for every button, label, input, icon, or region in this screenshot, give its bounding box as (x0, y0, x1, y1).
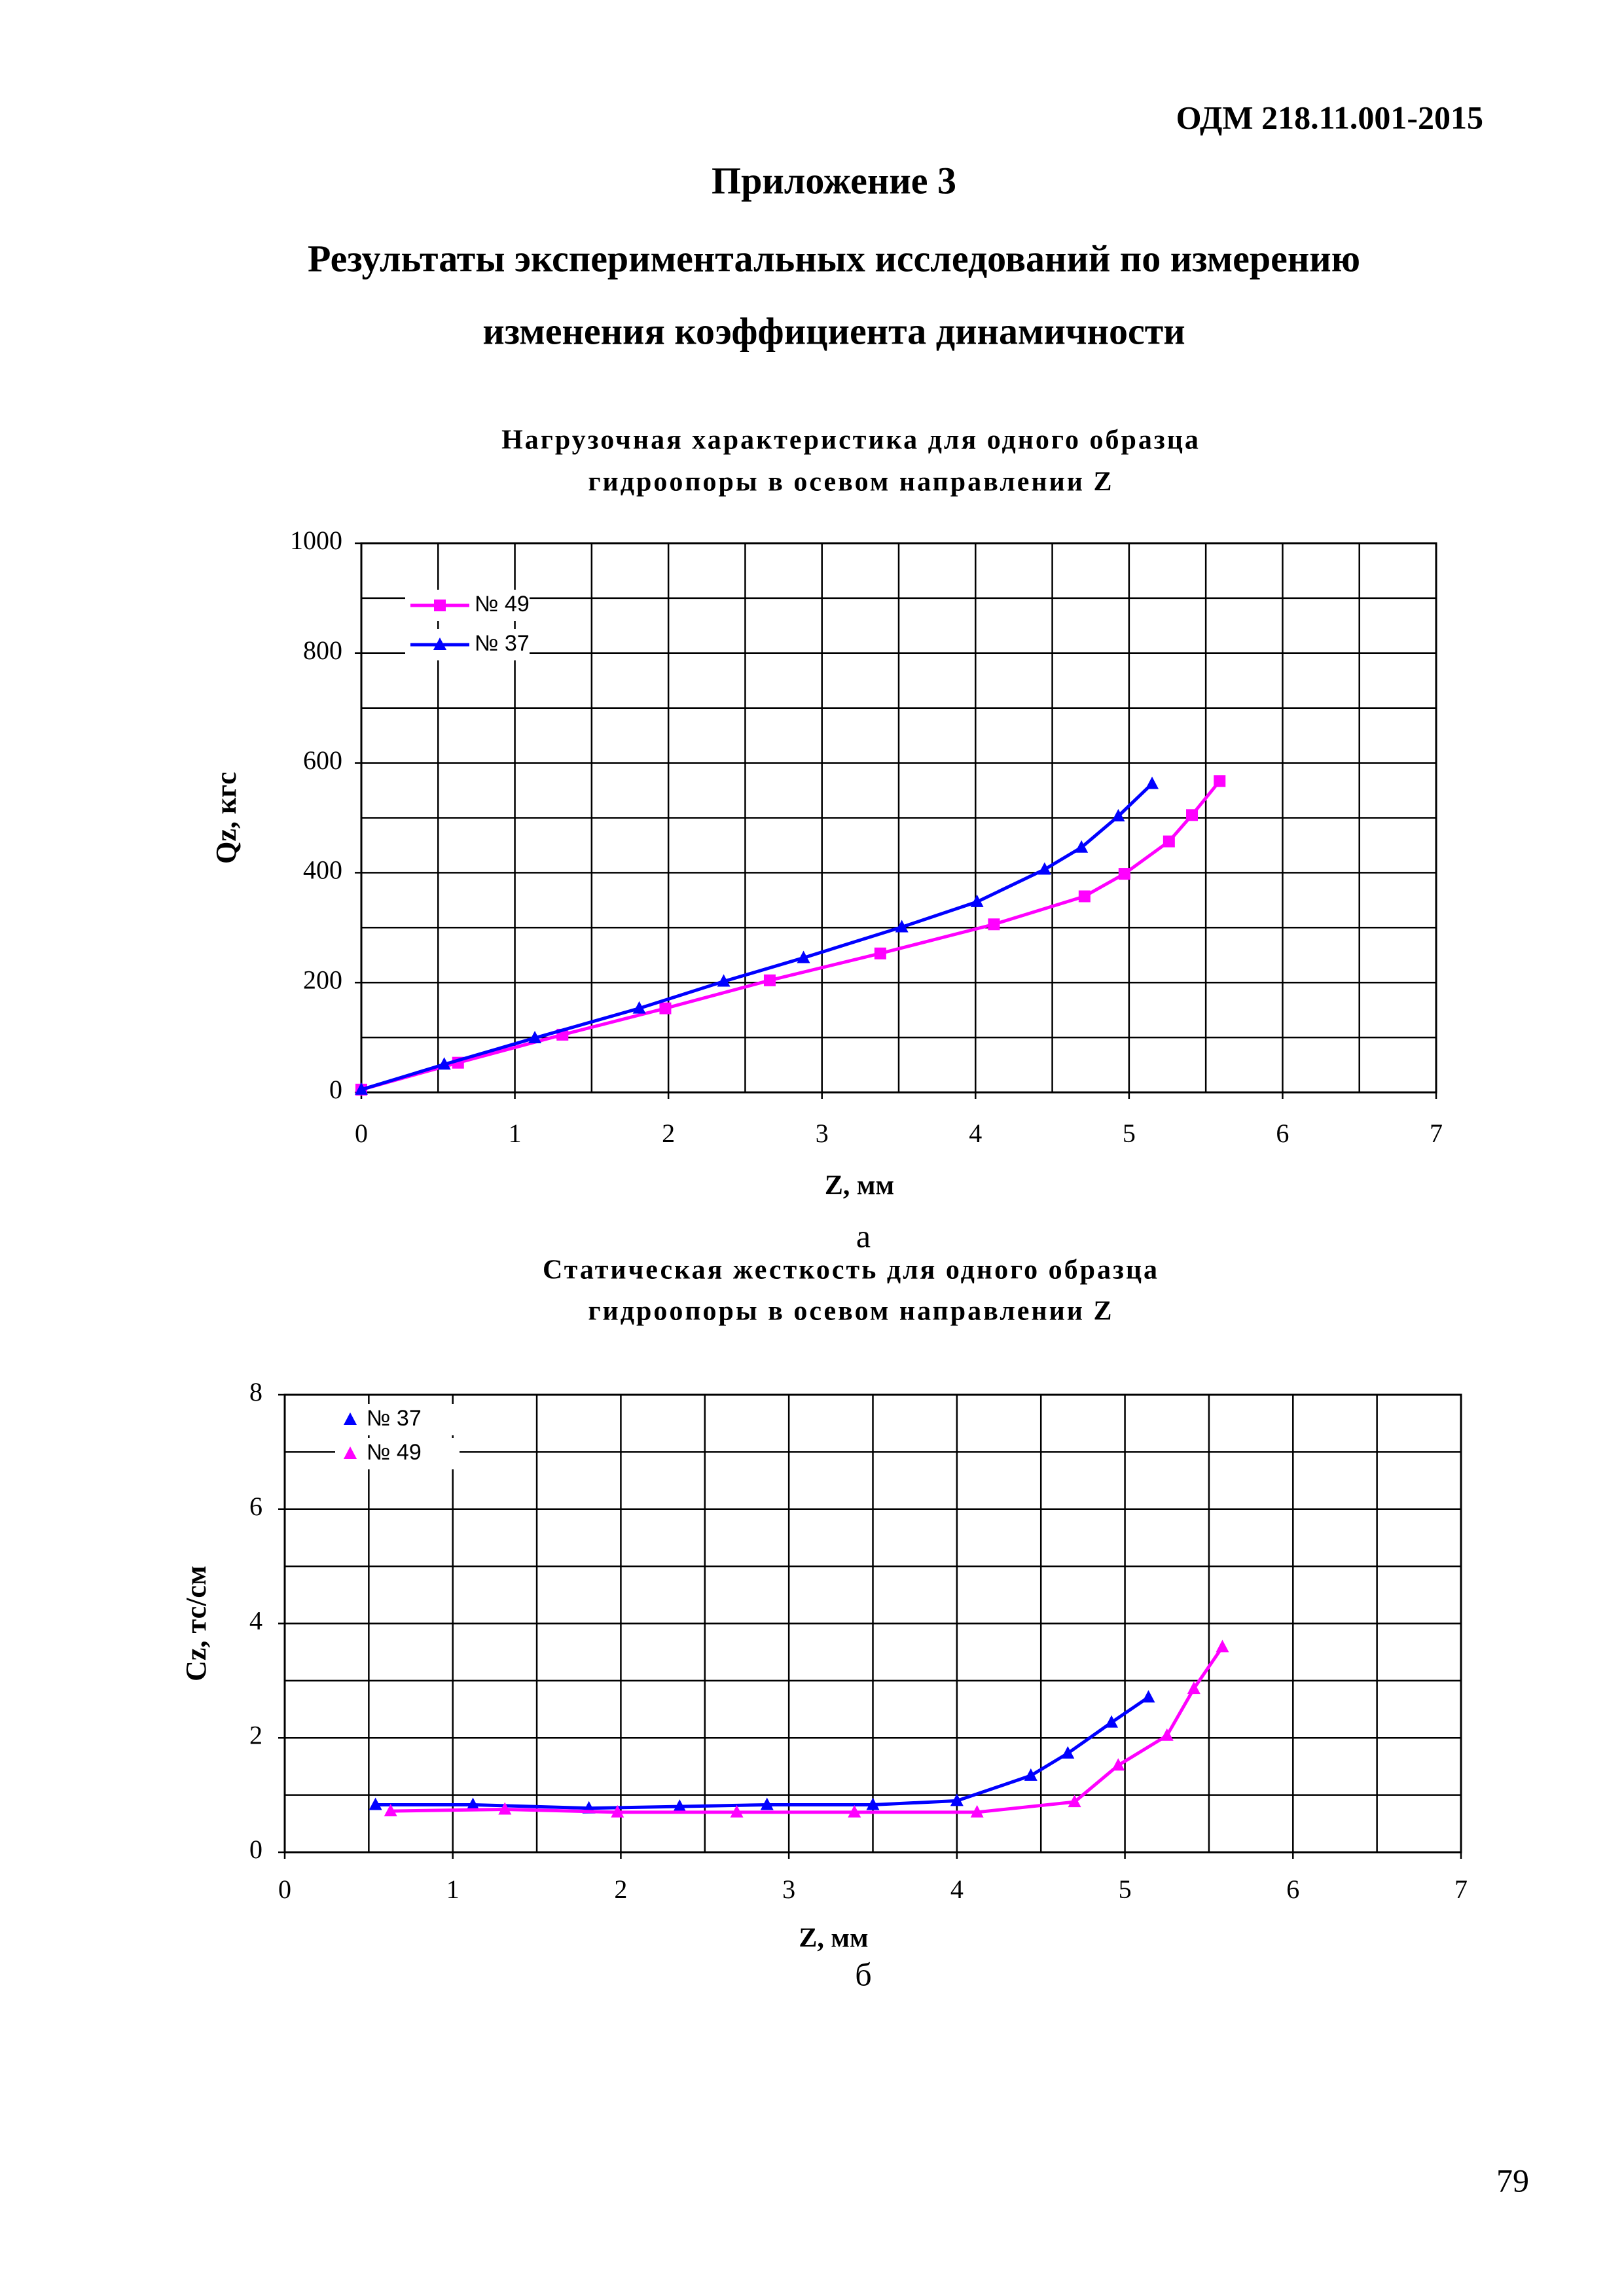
x-tick-label: 5 (1123, 1119, 1136, 1148)
legend-marker (434, 600, 446, 611)
marker (763, 974, 776, 986)
y-tick-label: 8 (249, 1377, 262, 1407)
x-tick-label: 1 (446, 1874, 460, 1904)
x-axis-label: Z, мм (799, 1924, 868, 1954)
marker (1068, 1795, 1081, 1808)
marker (1111, 1758, 1125, 1771)
x-tick-label: 0 (355, 1119, 368, 1148)
series-line (361, 782, 1153, 1092)
page-number: 79 (1496, 2162, 1529, 2198)
y-tick-label: 2 (249, 1720, 262, 1749)
marker (988, 918, 1000, 931)
y-tick-label: 800 (303, 636, 342, 665)
x-tick-label: 6 (1276, 1119, 1289, 1148)
marker (730, 1804, 744, 1818)
marker (632, 1001, 646, 1014)
marker (355, 1082, 368, 1095)
appendix-title: Приложение 3 (712, 159, 956, 202)
marker (1038, 862, 1051, 875)
document-code: ОДМ 218.11.001-2015 (1176, 99, 1483, 135)
y-tick-label: 400 (303, 855, 342, 885)
marker (1214, 775, 1226, 787)
marker (848, 1804, 861, 1818)
marker (1075, 840, 1089, 853)
marker (1142, 1690, 1155, 1703)
marker (611, 1804, 624, 1818)
heading-line: Результаты экспериментальных исследовани… (308, 237, 1360, 279)
caption: б (855, 1956, 871, 1992)
marker (659, 1002, 672, 1014)
legend-marker (344, 1446, 357, 1459)
marker (528, 1030, 542, 1043)
x-tick-label: 2 (614, 1874, 627, 1904)
marker (970, 894, 984, 907)
marker (1118, 868, 1130, 880)
marker (1024, 1768, 1038, 1781)
y-tick-label: 4 (249, 1606, 262, 1636)
legend-marker (344, 1412, 357, 1425)
marker (1160, 1728, 1174, 1741)
plot-frame (283, 1393, 1462, 1854)
marker (866, 1797, 880, 1810)
legend-label: № 37 (475, 631, 530, 656)
marker (1146, 776, 1159, 789)
marker (369, 1797, 382, 1810)
legend-marker (433, 637, 446, 650)
x-tick-label: 7 (1454, 1874, 1468, 1904)
marker (1163, 835, 1175, 848)
legend-label: № 49 (367, 1440, 422, 1465)
x-tick-label: 4 (950, 1874, 964, 1904)
marker (437, 1057, 451, 1070)
marker (1105, 1715, 1119, 1728)
marker (498, 1802, 512, 1815)
x-tick-label: 4 (969, 1119, 982, 1148)
legend-label: № 49 (475, 592, 530, 617)
chart-title: гидроопоры в осевом направлении Z (588, 467, 1113, 497)
chart-title: Статическая жесткость для одного образца (543, 1255, 1159, 1285)
x-tick-label: 0 (278, 1874, 291, 1904)
legend-background (335, 1404, 460, 1435)
marker (466, 1797, 480, 1810)
marker (673, 1799, 687, 1812)
marker (1078, 890, 1091, 903)
plot-frame (360, 542, 1437, 1094)
marker (970, 1804, 984, 1818)
marker (384, 1804, 397, 1817)
y-tick-label: 6 (249, 1492, 262, 1521)
marker (1187, 1681, 1200, 1695)
x-tick-label: 1 (509, 1119, 522, 1148)
x-tick-label: 3 (816, 1119, 829, 1148)
marker (950, 1793, 964, 1806)
legend-background (335, 1438, 460, 1469)
marker (874, 947, 886, 960)
marker (1186, 809, 1199, 821)
y-tick-label: 600 (303, 745, 342, 775)
x-tick-label: 2 (662, 1119, 675, 1148)
x-tick-label: 3 (782, 1874, 795, 1904)
y-tick-label: 0 (329, 1075, 342, 1104)
legend-label: № 37 (367, 1406, 422, 1431)
marker (760, 1797, 774, 1810)
y-tick-label: 1000 (290, 526, 342, 555)
marker (797, 950, 810, 963)
caption: а (856, 1217, 871, 1254)
y-axis-label: Cz, тс/см (180, 1566, 212, 1681)
marker (1111, 808, 1125, 821)
chart-title: Нагрузочная характеристика для одного об… (501, 425, 1200, 456)
marker (717, 974, 731, 987)
marker (895, 920, 909, 933)
marker (1061, 1746, 1075, 1759)
heading-line: изменения коэффициента динамичности (482, 310, 1185, 352)
y-tick-label: 0 (249, 1835, 262, 1864)
x-tick-label: 7 (1430, 1119, 1443, 1148)
chart-title: гидроопоры в осевом направлении Z (588, 1297, 1113, 1327)
y-tick-label: 200 (303, 965, 342, 994)
y-axis-label: Qz, кгс (210, 772, 242, 864)
x-tick-label: 5 (1119, 1874, 1132, 1904)
x-axis-label: Z, мм (825, 1171, 894, 1201)
marker (1216, 1640, 1229, 1653)
x-tick-label: 6 (1286, 1874, 1299, 1904)
